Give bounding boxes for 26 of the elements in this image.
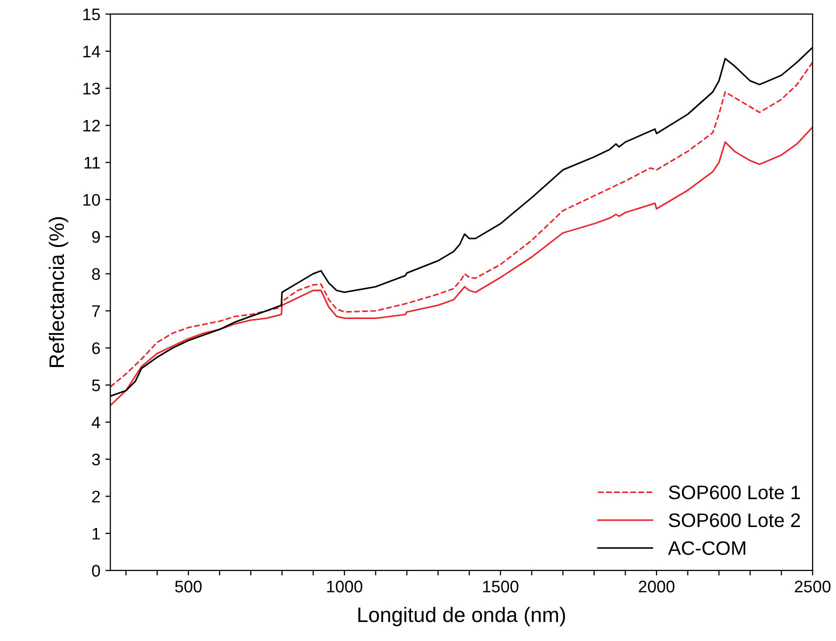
legend-label: SOP600 Lote 1	[668, 486, 800, 500]
legend-label: SOP600 Lote 2	[668, 513, 800, 528]
x-tick-label: 500	[175, 580, 202, 592]
x-tick-label: 2000	[638, 580, 674, 592]
y-tick-label: 0	[92, 564, 100, 577]
x-tick-label: 1000	[327, 580, 362, 592]
y-tick-label: 4	[92, 416, 100, 428]
y-tick-label: 14	[83, 46, 100, 58]
x-axis-title: Longitud de onda (nm)	[358, 606, 566, 626]
y-tick-label: 11	[84, 157, 100, 169]
y-tick-label: 7	[92, 305, 100, 317]
y-tick-label: 13	[83, 82, 100, 94]
y-tick-label: 15	[83, 8, 100, 20]
x-tick-label: 1500	[483, 580, 518, 592]
y-tick-label: 10	[83, 194, 100, 206]
legend-label: AC-COM	[668, 541, 746, 555]
y-tick-label: 5	[92, 380, 100, 392]
y-axis-title: Reflectancia (%)	[48, 217, 68, 367]
y-tick-label: 1	[92, 528, 100, 540]
x-tick-label: 2500	[794, 580, 830, 592]
y-tick-label: 12	[83, 120, 100, 132]
y-tick-label: 9	[92, 231, 100, 243]
y-tick-label: 8	[92, 268, 100, 280]
y-tick-label: 2	[92, 490, 100, 502]
y-tick-label: 3	[92, 454, 100, 466]
y-tick-label: 6	[92, 342, 100, 354]
